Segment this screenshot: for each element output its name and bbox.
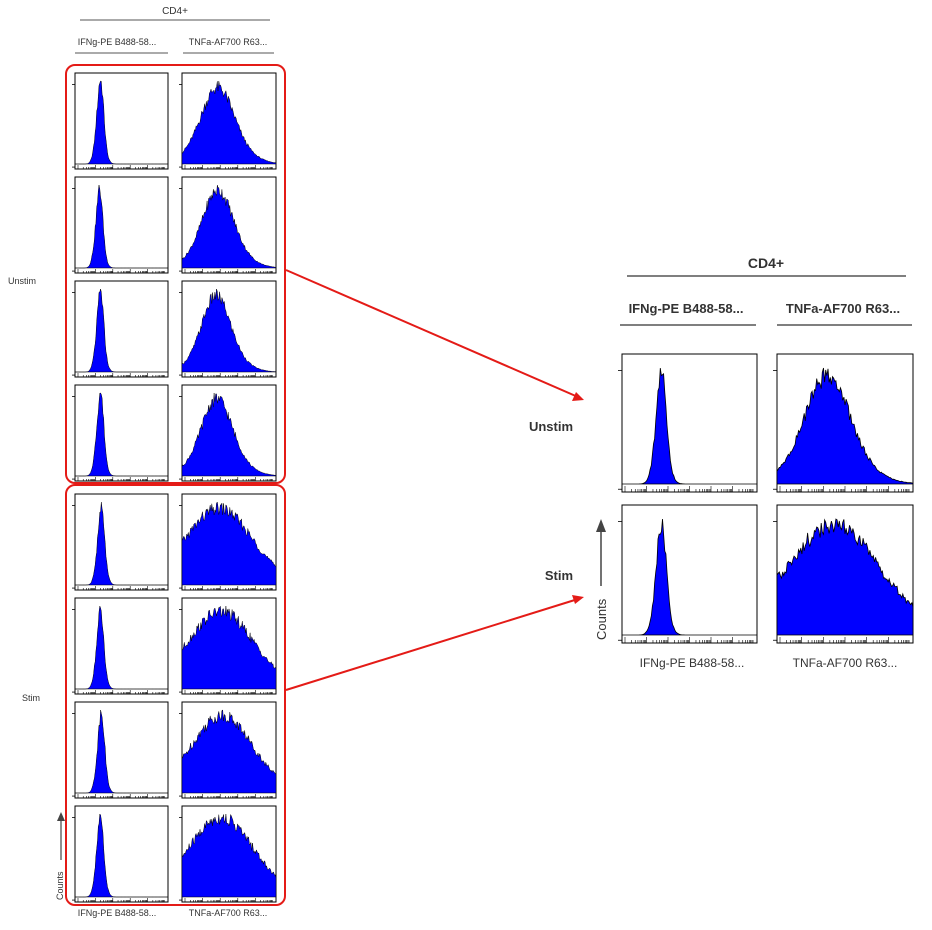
- left-unstim-rep2-col2-y-ticks: [179, 188, 182, 272]
- left-stim-rep4-col2-y-ticks: [179, 817, 182, 901]
- left-stim-rep3-col2-histogram: [181, 709, 277, 794]
- right-unstim-col1-y-ticks: [618, 370, 622, 490]
- left-unstim-rep2-col1-x-ticks: [77, 269, 165, 273]
- left-stim-rep3-col1-y-ticks: [72, 713, 75, 797]
- right-header-title: CD4+: [748, 255, 784, 271]
- left-stim-rep1-col2-histogram: [181, 501, 277, 586]
- left-stim-rep1-col1-frame: [74, 493, 169, 591]
- left-stim-rep2-col2-histogram: [181, 605, 277, 690]
- left-unstim-rep1-col1-histogram: [75, 80, 168, 165]
- left-col-header-ifng: IFNg-PE B488-58...: [78, 37, 157, 47]
- left-unstim-rep4-col1-histogram: [75, 392, 168, 477]
- left-stim-rep4-col1-frame: [74, 805, 169, 903]
- left-stim-rep2-col2-y-ticks: [179, 609, 182, 693]
- left-col-header-tnfa: TNFa-AF700 R63...: [189, 37, 268, 47]
- left-stim-rep4-col2-x-ticks: [184, 898, 273, 902]
- left-unstim-rep2-col1-frame: [74, 176, 169, 274]
- left-unstim-rep3-col2-x-ticks: [184, 373, 273, 377]
- stim-arrow: [285, 598, 579, 691]
- left-stim-rep4-col1-x-ticks: [77, 898, 165, 902]
- left-row-label-stim: Stim: [22, 693, 40, 703]
- stim-highlight-box: [65, 484, 286, 906]
- right-unstim-col2-histogram: [776, 367, 914, 485]
- stim-arrowhead: [572, 595, 584, 604]
- left-unstim-rep1-col1-frame: [74, 72, 169, 170]
- left-unstim-rep3-col2-y-ticks: [179, 292, 182, 376]
- left-unstim-rep4-col1-y-ticks: [72, 396, 75, 480]
- left-counts-arrowhead: [57, 812, 65, 821]
- left-stim-rep1-col1-y-ticks: [72, 505, 75, 589]
- left-stim-rep3-col2-x-ticks: [184, 794, 273, 798]
- left-unstim-rep4-col1-frame: [74, 384, 169, 482]
- right-counts-arrowhead: [596, 519, 606, 532]
- left-stim-rep1-col1-histogram: [75, 501, 168, 586]
- right-stim-col1-histogram: [622, 518, 757, 636]
- right-unstim-col2-x-ticks: [779, 486, 910, 492]
- right-unstim-col2-y-ticks: [773, 370, 777, 490]
- left-stim-rep3-col1-frame: [74, 701, 169, 799]
- left-unstim-rep2-col1-y-ticks: [72, 188, 75, 272]
- left-stim-rep1-col1-x-ticks: [77, 586, 165, 590]
- left-unstim-rep4-col2-x-ticks: [184, 477, 273, 481]
- left-x-label-tnfa: TNFa-AF700 R63...: [189, 908, 268, 918]
- right-stim-col1-y-ticks: [618, 521, 622, 641]
- unstim-highlight-box: [65, 64, 286, 484]
- unstim-arrowhead: [572, 392, 584, 401]
- left-stim-rep2-col2-x-ticks: [184, 690, 273, 694]
- right-col-header-ifng: IFNg-PE B488-58...: [629, 301, 744, 316]
- left-header-title: CD4+: [162, 6, 188, 17]
- left-unstim-rep2-col2-histogram: [181, 184, 277, 269]
- left-stim-rep4-col1-histogram: [75, 813, 168, 898]
- right-unstim-col1-x-ticks: [624, 486, 754, 492]
- right-col-header-tnfa: TNFa-AF700 R63...: [786, 301, 900, 316]
- left-stim-rep3-col1-histogram: [75, 709, 168, 794]
- left-unstim-rep1-col1-y-ticks: [72, 84, 75, 168]
- left-unstim-rep1-col1-x-ticks: [77, 165, 165, 169]
- right-row-label-unstim: Unstim: [529, 419, 573, 434]
- right-row-label-stim: Stim: [545, 568, 573, 583]
- left-unstim-rep3-col2-histogram: [181, 288, 277, 373]
- unstim-arrow: [285, 269, 579, 398]
- left-row-label-unstim: Unstim: [8, 276, 36, 286]
- left-stim-rep2-col1-y-ticks: [72, 609, 75, 693]
- left-stim-rep1-col2-y-ticks: [179, 505, 182, 589]
- right-x-label-ifng: IFNg-PE B488-58...: [640, 656, 745, 670]
- left-unstim-rep3-col1-frame: [74, 280, 169, 378]
- left-stim-rep3-col1-x-ticks: [77, 794, 165, 798]
- right-stim-col1-frame: [621, 504, 758, 644]
- right-unstim-col1-histogram: [622, 367, 757, 485]
- left-unstim-rep3-col1-x-ticks: [77, 373, 165, 377]
- right-stim-col1-x-ticks: [624, 637, 754, 643]
- right-x-label-tnfa: TNFa-AF700 R63...: [793, 656, 898, 670]
- left-stim-rep3-col2-y-ticks: [179, 713, 182, 797]
- left-stim-rep1-col2-x-ticks: [184, 586, 273, 590]
- right-stim-col2-y-ticks: [773, 521, 777, 641]
- left-stim-rep4-col2-histogram: [181, 813, 277, 898]
- left-unstim-rep4-col2-y-ticks: [179, 396, 182, 480]
- left-stim-rep2-col1-x-ticks: [77, 690, 165, 694]
- left-stim-rep2-col1-histogram: [75, 605, 168, 690]
- right-y-axis-label: Counts: [594, 598, 609, 640]
- left-stim-rep4-col1-y-ticks: [72, 817, 75, 901]
- left-unstim-rep2-col1-histogram: [75, 184, 168, 269]
- left-y-axis-label: Counts: [55, 871, 65, 900]
- right-stim-col2-histogram: [776, 518, 914, 636]
- right-unstim-col1-frame: [621, 353, 758, 493]
- left-unstim-rep3-col1-histogram: [75, 288, 168, 373]
- left-unstim-rep2-col2-x-ticks: [184, 269, 273, 273]
- left-unstim-rep1-col2-x-ticks: [184, 165, 273, 169]
- left-stim-rep2-col1-frame: [74, 597, 169, 695]
- left-unstim-rep1-col2-y-ticks: [179, 84, 182, 168]
- left-unstim-rep3-col1-y-ticks: [72, 292, 75, 376]
- left-unstim-rep4-col1-x-ticks: [77, 477, 165, 481]
- left-unstim-rep4-col2-histogram: [181, 392, 277, 477]
- left-x-label-ifng: IFNg-PE B488-58...: [78, 908, 157, 918]
- left-unstim-rep1-col2-histogram: [181, 80, 277, 165]
- right-stim-col2-x-ticks: [779, 637, 910, 643]
